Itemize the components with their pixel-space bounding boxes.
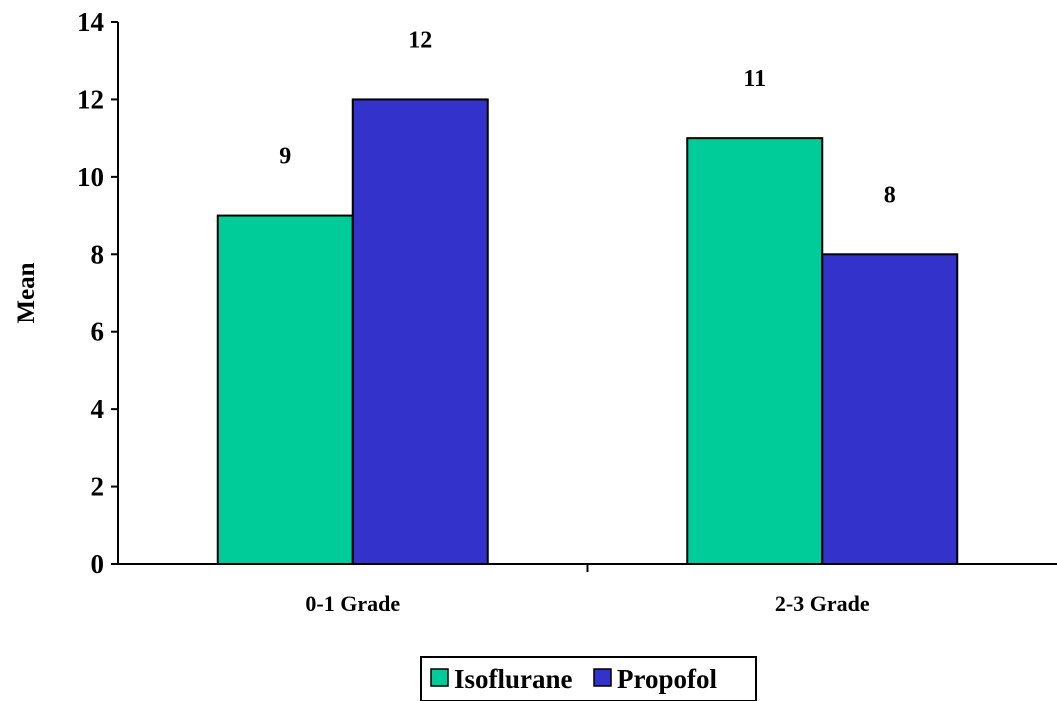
bar-propofol-0 bbox=[351, 98, 489, 566]
y-axis-title: Mean bbox=[13, 262, 40, 323]
x-category-label: 2-3 Grade bbox=[775, 591, 870, 616]
legend-label-propofol: Propofol bbox=[617, 664, 717, 694]
data-label: 12 bbox=[408, 27, 432, 53]
data-label: 8 bbox=[884, 182, 896, 208]
bar-isoflurane-0 bbox=[216, 214, 354, 565]
bar-isoflurane-1 bbox=[686, 137, 824, 565]
y-tick-label: 14 bbox=[77, 7, 104, 37]
y-tick-label: 6 bbox=[91, 317, 105, 347]
bar-propofol-1 bbox=[821, 253, 959, 566]
legend-label-isoflurane: Isoflurane bbox=[454, 664, 573, 694]
y-tick-label: 0 bbox=[91, 549, 105, 579]
data-label: 9 bbox=[279, 144, 291, 170]
legend: Isoflurane Propofol bbox=[420, 656, 757, 701]
y-tick-label: 12 bbox=[77, 84, 104, 114]
data-label: 11 bbox=[743, 66, 766, 92]
bars bbox=[216, 98, 959, 566]
y-tick-label: 8 bbox=[91, 239, 105, 269]
legend-swatch-propofol bbox=[593, 668, 612, 687]
y-tick-label: 10 bbox=[77, 162, 104, 192]
x-axis: 0-1 Grade 2-3 Grade bbox=[118, 563, 1057, 616]
y-tick-label: 4 bbox=[91, 394, 105, 424]
y-axis: 0 2 4 6 8 10 12 14 bbox=[77, 7, 119, 579]
y-tick-label: 2 bbox=[91, 472, 105, 502]
x-category-label: 0-1 Grade bbox=[305, 591, 400, 616]
legend-swatch-isoflurane bbox=[430, 668, 449, 687]
data-labels: 9 12 11 8 bbox=[279, 27, 896, 208]
legend-box bbox=[420, 656, 757, 701]
